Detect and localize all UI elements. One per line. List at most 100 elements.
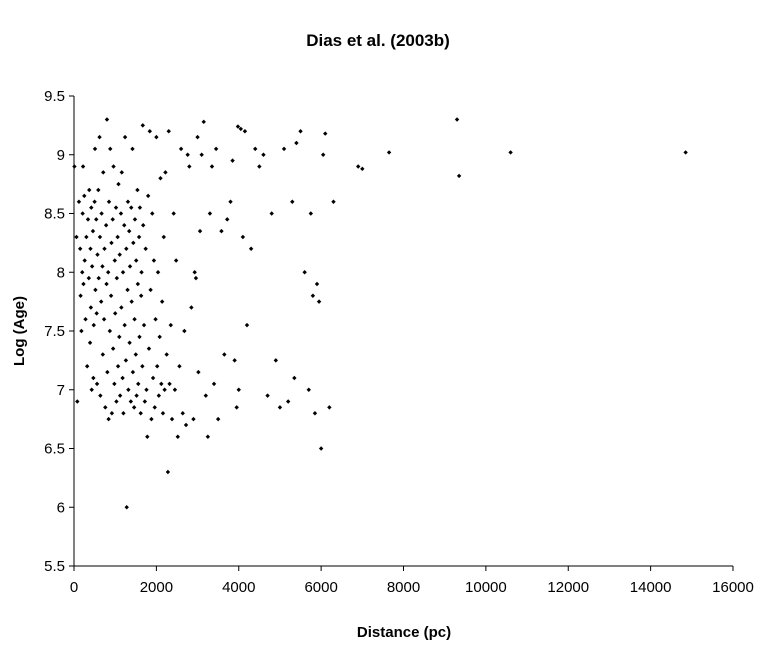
data-point (99, 211, 104, 216)
data-point (195, 134, 200, 140)
data-point (120, 375, 125, 381)
data-point (456, 173, 462, 179)
data-point (155, 270, 161, 275)
data-point (125, 287, 130, 293)
data-point (257, 164, 262, 169)
data-point (84, 364, 90, 369)
data-point (129, 205, 134, 210)
y-axis-ticks: 5.5 6 6.5 7 7.5 8 8.5 9 9.5 (44, 88, 74, 575)
data-point (101, 317, 107, 322)
data-point (94, 311, 99, 316)
data-point (152, 405, 157, 410)
data-point (211, 381, 217, 387)
data-point (138, 293, 144, 298)
data-point (225, 217, 230, 222)
data-point (219, 228, 224, 234)
data-point (106, 199, 112, 204)
data-point (116, 181, 121, 187)
data-point (157, 334, 162, 340)
data-point (203, 393, 208, 398)
data-point (240, 234, 246, 240)
data-point (80, 164, 86, 169)
data-point (192, 270, 197, 275)
data-point (230, 158, 235, 163)
x-tick-label: 2000 (140, 579, 173, 596)
data-point (89, 205, 94, 210)
data-point (308, 211, 314, 216)
data-point (235, 124, 241, 129)
data-point (508, 150, 513, 155)
data-point (154, 364, 160, 369)
x-tick-label: 6000 (304, 579, 337, 596)
data-point (107, 328, 113, 334)
data-point (140, 364, 145, 369)
data-point (105, 369, 110, 375)
x-tick-label: 4000 (222, 579, 255, 596)
data-point (89, 264, 95, 269)
data-point (154, 134, 159, 140)
data-point (130, 369, 136, 375)
data-point (172, 387, 178, 392)
data-point (80, 211, 85, 216)
data-point (122, 322, 127, 328)
data-point (168, 322, 173, 328)
data-point (86, 275, 92, 281)
data-point (111, 164, 116, 169)
data-point (124, 505, 129, 510)
data-point (292, 375, 297, 381)
data-point (159, 381, 164, 387)
data-point (122, 134, 128, 140)
data-point (74, 234, 79, 240)
y-tick-label: 8.5 (44, 206, 65, 223)
data-point (110, 217, 115, 222)
data-point (123, 358, 129, 363)
data-point (136, 381, 141, 387)
data-point (79, 328, 84, 334)
y-tick-label: 7.5 (44, 323, 65, 340)
data-point (159, 299, 165, 304)
data-point (125, 199, 131, 204)
data-point (117, 393, 123, 398)
data-point (183, 422, 189, 428)
data-point (119, 170, 124, 175)
data-point (173, 258, 179, 263)
data-point (102, 246, 107, 251)
data-points (72, 117, 688, 510)
data-point (316, 299, 322, 304)
data-point (137, 205, 143, 210)
data-point (120, 270, 126, 275)
data-point (162, 387, 167, 392)
data-point (91, 322, 96, 328)
data-point (189, 305, 194, 310)
data-point (133, 352, 138, 357)
data-point (92, 199, 97, 204)
data-point (281, 146, 287, 152)
data-point (193, 275, 199, 281)
data-point (178, 146, 184, 152)
data-point (127, 264, 133, 269)
data-point (302, 270, 307, 275)
data-point (171, 211, 176, 216)
data-point (104, 117, 110, 122)
data-point (93, 287, 98, 293)
data-point (144, 387, 149, 392)
data-point (234, 405, 239, 410)
data-point (90, 228, 96, 234)
data-point (126, 387, 131, 392)
data-point (147, 129, 152, 134)
data-point (312, 411, 318, 416)
data-point (98, 393, 103, 398)
data-point (314, 281, 320, 287)
data-point (92, 146, 98, 152)
data-point (146, 346, 152, 351)
data-point (454, 117, 460, 122)
data-point (108, 146, 113, 152)
data-point (135, 281, 141, 287)
y-tick-label: 9.5 (44, 88, 65, 105)
data-point (117, 252, 122, 257)
data-point (100, 264, 105, 269)
data-point (205, 434, 211, 439)
data-point (105, 270, 111, 275)
x-tick-label: 0 (70, 579, 78, 596)
data-point (132, 317, 137, 322)
